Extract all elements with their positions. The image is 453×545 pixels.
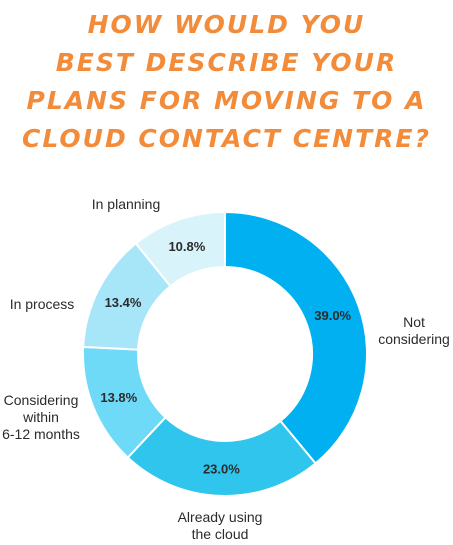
value-label-in-planning: 10.8%	[168, 239, 205, 254]
chart-title: How Would you Best Describe your Plans f…	[0, 6, 453, 158]
category-label-not-considering: Not considering	[378, 314, 450, 347]
slice-not-considering	[224, 210, 368, 465]
category-label-in-process: In process	[10, 296, 75, 312]
value-label-considering-within-6-12-months: 13.8%	[100, 390, 137, 405]
title-line-1: How Would you	[87, 10, 366, 39]
slice-already-using-the-cloud	[126, 416, 317, 497]
title-line-2: Best Describe your	[55, 48, 398, 77]
value-label-not-considering: 39.0%	[314, 308, 351, 323]
category-label-considering-within-6-12-months: Considering within 6-12 months	[2, 392, 80, 442]
value-label-in-process: 13.4%	[105, 295, 142, 310]
title-line-4: Cloud Contact Centre?	[22, 124, 431, 153]
category-label-in-planning: In planning	[92, 196, 161, 212]
category-label-already-using-the-cloud: Already using the cloud	[178, 509, 263, 542]
value-label-already-using-the-cloud: 23.0%	[203, 461, 240, 476]
slice-in-planning	[134, 210, 226, 288]
title-line-3: Plans for Moving to a	[26, 86, 427, 115]
